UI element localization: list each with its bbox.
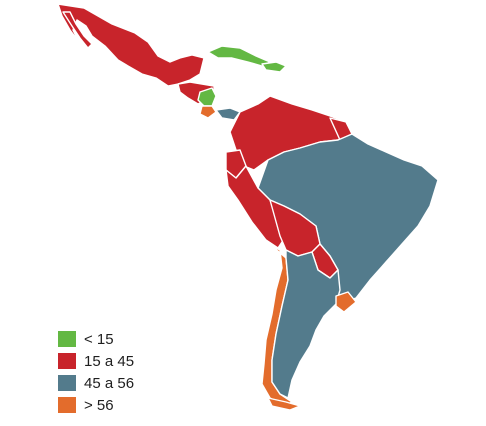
legend-item: 45 a 56 [58, 372, 134, 394]
legend-label: 45 a 56 [84, 374, 135, 392]
region-uruguay [335, 291, 357, 313]
legend-swatch [58, 397, 76, 413]
region-panama [215, 107, 241, 121]
region-mexico [57, 3, 205, 87]
region-tierra-del-fuego [267, 397, 301, 411]
region-costa-rica-panama [199, 105, 217, 119]
legend: < 15 15 a 45 45 a 56 > 56 [58, 328, 134, 416]
legend-swatch [58, 375, 76, 391]
legend-item: > 56 [58, 394, 134, 416]
legend-label: 15 a 45 [84, 352, 135, 370]
region-cuba [207, 45, 271, 67]
region-hispaniola [261, 61, 287, 73]
region-baja-california [62, 11, 93, 49]
legend-swatch [58, 331, 76, 347]
region-argentina [271, 249, 341, 399]
legend-swatch [58, 353, 76, 369]
legend-label: < 15 [84, 330, 114, 348]
legend-label: > 56 [84, 396, 114, 414]
legend-item: 15 a 45 [58, 350, 134, 372]
legend-item: < 15 [58, 328, 134, 350]
